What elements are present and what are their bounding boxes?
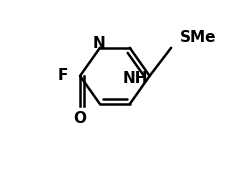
Text: F: F bbox=[58, 68, 68, 83]
Text: SMe: SMe bbox=[179, 30, 216, 45]
Text: N: N bbox=[93, 36, 106, 51]
Text: NH: NH bbox=[123, 71, 148, 86]
Text: O: O bbox=[74, 111, 86, 126]
